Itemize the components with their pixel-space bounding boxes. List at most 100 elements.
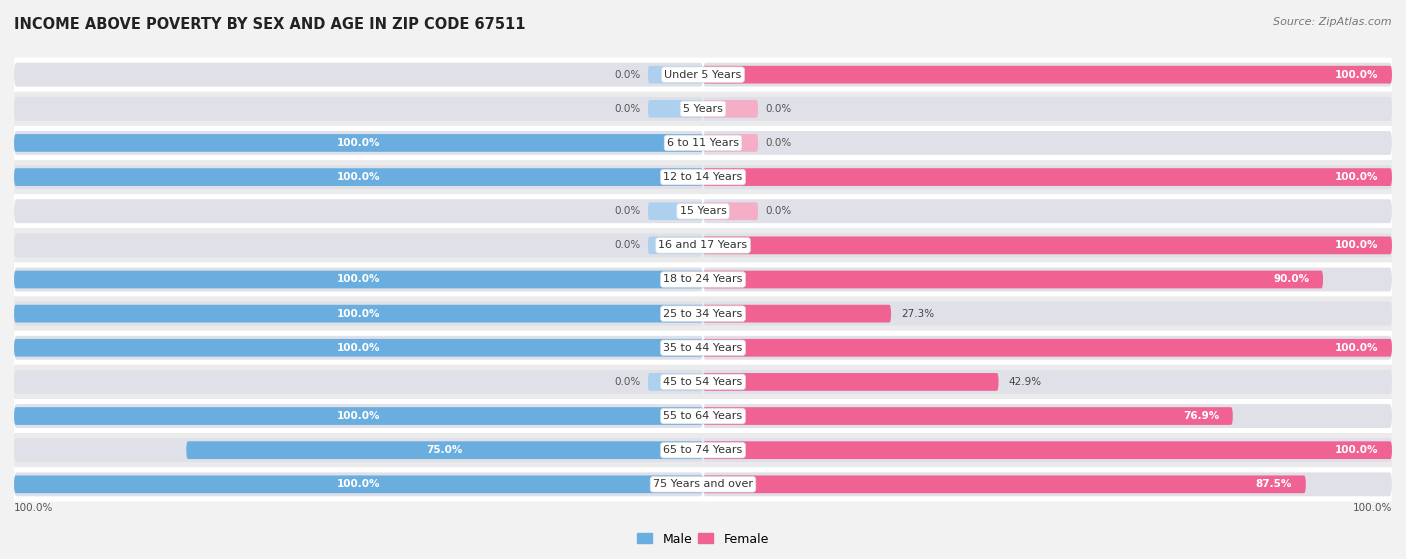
FancyBboxPatch shape — [14, 165, 703, 189]
Text: 42.9%: 42.9% — [1010, 377, 1042, 387]
FancyBboxPatch shape — [14, 126, 1392, 160]
Text: 100.0%: 100.0% — [337, 479, 380, 489]
FancyBboxPatch shape — [648, 66, 703, 83]
FancyBboxPatch shape — [14, 365, 1392, 399]
Text: 75.0%: 75.0% — [426, 445, 463, 455]
FancyBboxPatch shape — [14, 433, 1392, 467]
Text: 0.0%: 0.0% — [614, 240, 641, 250]
FancyBboxPatch shape — [14, 271, 703, 288]
FancyBboxPatch shape — [703, 404, 1392, 428]
Text: 55 to 64 Years: 55 to 64 Years — [664, 411, 742, 421]
FancyBboxPatch shape — [14, 438, 703, 462]
FancyBboxPatch shape — [703, 100, 758, 118]
FancyBboxPatch shape — [14, 331, 1392, 365]
Text: 0.0%: 0.0% — [614, 104, 641, 114]
Text: 100.0%: 100.0% — [1334, 343, 1378, 353]
Text: Source: ZipAtlas.com: Source: ZipAtlas.com — [1274, 17, 1392, 27]
FancyBboxPatch shape — [14, 339, 703, 357]
FancyBboxPatch shape — [14, 97, 703, 121]
FancyBboxPatch shape — [703, 476, 1306, 493]
FancyBboxPatch shape — [14, 297, 1392, 331]
FancyBboxPatch shape — [703, 63, 1392, 87]
FancyBboxPatch shape — [14, 336, 703, 360]
Text: 100.0%: 100.0% — [1334, 70, 1378, 80]
FancyBboxPatch shape — [703, 268, 1392, 291]
FancyBboxPatch shape — [14, 467, 1392, 501]
FancyBboxPatch shape — [14, 476, 703, 493]
FancyBboxPatch shape — [14, 92, 1392, 126]
Text: 100.0%: 100.0% — [337, 309, 380, 319]
Text: 0.0%: 0.0% — [765, 206, 792, 216]
Text: Under 5 Years: Under 5 Years — [665, 70, 741, 80]
FancyBboxPatch shape — [703, 134, 758, 152]
FancyBboxPatch shape — [14, 134, 703, 152]
FancyBboxPatch shape — [703, 441, 1392, 459]
FancyBboxPatch shape — [703, 131, 1392, 155]
FancyBboxPatch shape — [14, 407, 703, 425]
FancyBboxPatch shape — [14, 228, 1392, 262]
Text: 100.0%: 100.0% — [337, 138, 380, 148]
FancyBboxPatch shape — [703, 472, 1392, 496]
FancyBboxPatch shape — [14, 234, 703, 257]
FancyBboxPatch shape — [14, 199, 703, 223]
FancyBboxPatch shape — [703, 236, 1392, 254]
Text: 65 to 74 Years: 65 to 74 Years — [664, 445, 742, 455]
FancyBboxPatch shape — [14, 472, 703, 496]
Text: 90.0%: 90.0% — [1274, 274, 1309, 285]
FancyBboxPatch shape — [703, 373, 998, 391]
Text: 87.5%: 87.5% — [1256, 479, 1292, 489]
Text: 27.3%: 27.3% — [901, 309, 935, 319]
Text: INCOME ABOVE POVERTY BY SEX AND AGE IN ZIP CODE 67511: INCOME ABOVE POVERTY BY SEX AND AGE IN Z… — [14, 17, 526, 32]
Text: 100.0%: 100.0% — [337, 411, 380, 421]
Text: 75 Years and over: 75 Years and over — [652, 479, 754, 489]
FancyBboxPatch shape — [703, 234, 1392, 257]
Text: 0.0%: 0.0% — [614, 70, 641, 80]
FancyBboxPatch shape — [14, 63, 703, 87]
FancyBboxPatch shape — [703, 199, 1392, 223]
FancyBboxPatch shape — [703, 336, 1392, 360]
Text: 100.0%: 100.0% — [1353, 503, 1392, 513]
FancyBboxPatch shape — [648, 100, 703, 118]
FancyBboxPatch shape — [14, 194, 1392, 228]
FancyBboxPatch shape — [703, 305, 891, 323]
FancyBboxPatch shape — [14, 305, 703, 323]
Text: 6 to 11 Years: 6 to 11 Years — [666, 138, 740, 148]
Text: 0.0%: 0.0% — [765, 138, 792, 148]
FancyBboxPatch shape — [14, 370, 703, 394]
Text: 12 to 14 Years: 12 to 14 Years — [664, 172, 742, 182]
Text: 100.0%: 100.0% — [1334, 172, 1378, 182]
FancyBboxPatch shape — [14, 268, 703, 291]
FancyBboxPatch shape — [14, 302, 703, 325]
Text: 100.0%: 100.0% — [337, 172, 380, 182]
FancyBboxPatch shape — [14, 131, 703, 155]
FancyBboxPatch shape — [703, 438, 1392, 462]
Legend: Male, Female: Male, Female — [633, 528, 773, 551]
Text: 100.0%: 100.0% — [14, 503, 53, 513]
FancyBboxPatch shape — [703, 168, 1392, 186]
Text: 0.0%: 0.0% — [765, 104, 792, 114]
Text: 16 and 17 Years: 16 and 17 Years — [658, 240, 748, 250]
FancyBboxPatch shape — [703, 370, 1392, 394]
FancyBboxPatch shape — [14, 399, 1392, 433]
FancyBboxPatch shape — [703, 97, 1392, 121]
Text: 25 to 34 Years: 25 to 34 Years — [664, 309, 742, 319]
Text: 18 to 24 Years: 18 to 24 Years — [664, 274, 742, 285]
Text: 100.0%: 100.0% — [1334, 445, 1378, 455]
FancyBboxPatch shape — [14, 168, 703, 186]
FancyBboxPatch shape — [648, 236, 703, 254]
Text: 100.0%: 100.0% — [1334, 240, 1378, 250]
FancyBboxPatch shape — [14, 58, 1392, 92]
FancyBboxPatch shape — [14, 160, 1392, 194]
Text: 45 to 54 Years: 45 to 54 Years — [664, 377, 742, 387]
FancyBboxPatch shape — [186, 441, 703, 459]
FancyBboxPatch shape — [703, 302, 1392, 325]
Text: 76.9%: 76.9% — [1182, 411, 1219, 421]
Text: 0.0%: 0.0% — [614, 377, 641, 387]
Text: 100.0%: 100.0% — [337, 274, 380, 285]
FancyBboxPatch shape — [14, 404, 703, 428]
FancyBboxPatch shape — [703, 165, 1392, 189]
Text: 35 to 44 Years: 35 to 44 Years — [664, 343, 742, 353]
FancyBboxPatch shape — [14, 262, 1392, 297]
FancyBboxPatch shape — [703, 66, 1392, 83]
FancyBboxPatch shape — [648, 373, 703, 391]
